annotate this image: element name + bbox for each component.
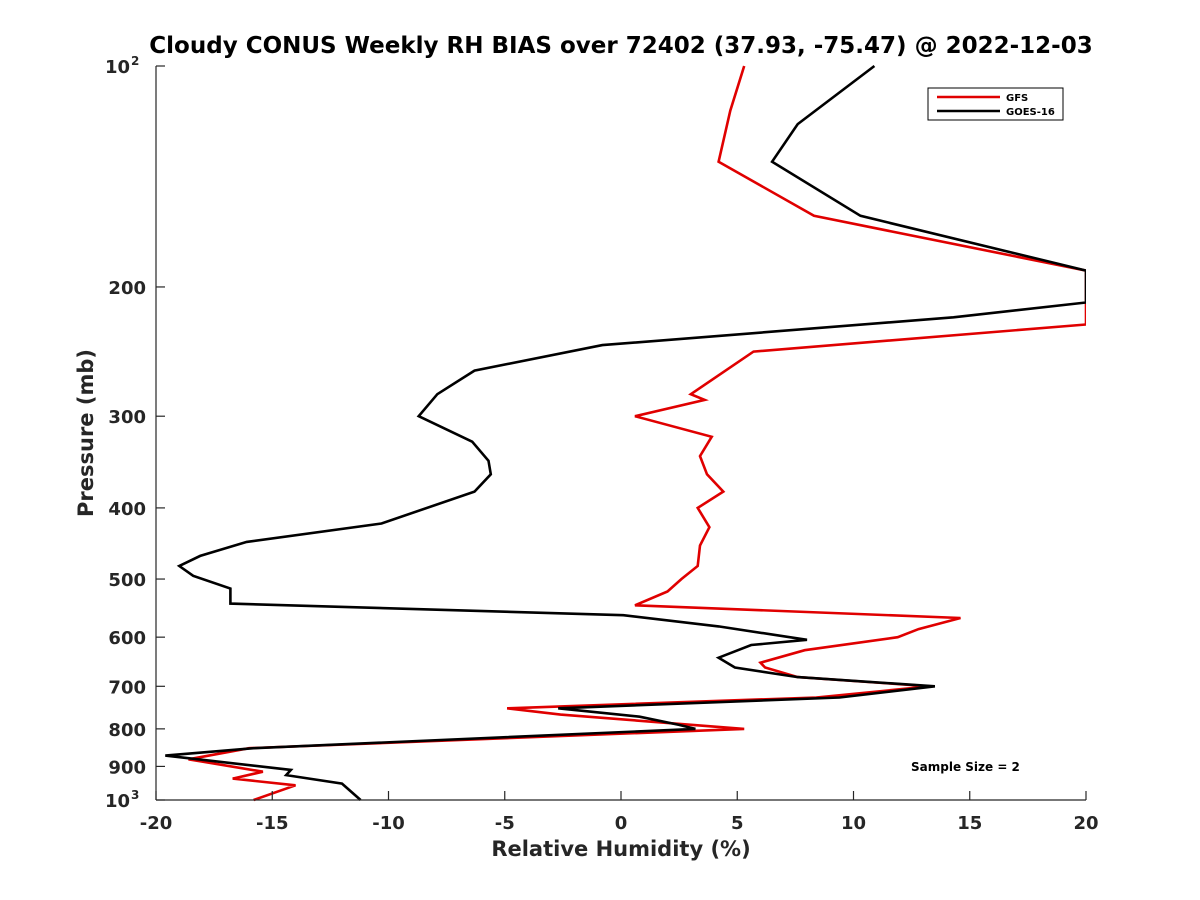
x-tick-label: -10 — [372, 813, 405, 834]
plot-background — [156, 66, 1086, 800]
x-tick-label: -15 — [256, 813, 289, 834]
legend-label-goes16: GOES-16 — [1006, 107, 1055, 118]
chart-title: Cloudy CONUS Weekly RH BIAS over 72402 (… — [149, 33, 1092, 59]
x-tick-label: 5 — [731, 813, 744, 834]
x-ticks: -20 -15 -10 -5 0 5 10 15 20 — [140, 791, 1099, 834]
legend-box — [927, 87, 1064, 121]
y-tick-exponent: 3 — [131, 788, 139, 802]
y-tick-label: 800 — [108, 720, 146, 741]
y-axis-label: Pressure (mb) — [74, 349, 98, 517]
y-tick-label: 500 — [108, 570, 146, 591]
y-tick-label: 600 — [108, 628, 146, 649]
legend-label-gfs: GFS — [1006, 93, 1028, 104]
x-tick-label: 10 — [841, 813, 866, 834]
y-tick-label: 300 — [108, 407, 146, 428]
x-axis-label: Relative Humidity (%) — [491, 837, 750, 861]
plot-area: -20 -15 -10 -5 0 5 10 15 20 10 220030040050060070… — [105, 54, 1099, 834]
y-tick-label: 10 — [105, 791, 130, 812]
series-line-gfs — [188, 65, 1086, 802]
y-tick-label: 10 — [105, 57, 130, 78]
x-tick-label: -5 — [495, 813, 515, 834]
series-line-goes16 — [165, 64, 1086, 801]
sample-size-annotation: Sample Size = 2 — [911, 760, 1020, 774]
y-tick-label: 400 — [108, 499, 146, 520]
y-tick-label: 700 — [108, 677, 146, 698]
x-tick-label: 15 — [957, 813, 982, 834]
series-layer — [165, 64, 1086, 802]
y-tick-label: 200 — [108, 278, 146, 299]
legend: GFS GOES-16 — [927, 87, 1064, 121]
y-tick-exponent: 2 — [131, 54, 139, 68]
y-tick-label: 900 — [108, 757, 146, 778]
x-tick-label: 20 — [1073, 813, 1098, 834]
x-tick-label: -20 — [140, 813, 173, 834]
x-tick-label: 0 — [615, 813, 628, 834]
